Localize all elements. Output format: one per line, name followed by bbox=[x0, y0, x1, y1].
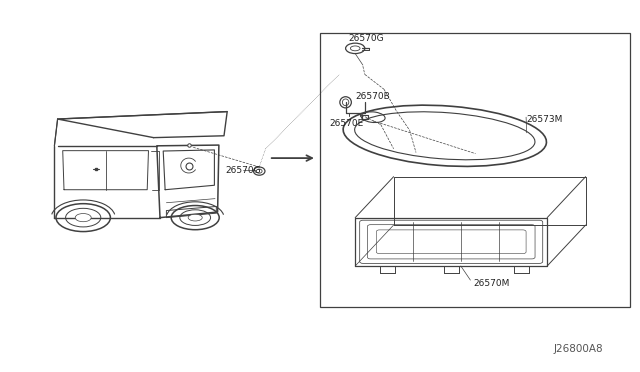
Text: J26800A8: J26800A8 bbox=[554, 344, 604, 354]
Text: 26570M: 26570M bbox=[474, 279, 510, 288]
Text: 26570E: 26570E bbox=[330, 119, 364, 128]
Text: 26570G: 26570G bbox=[349, 34, 385, 43]
Text: 26570G: 26570G bbox=[225, 166, 261, 174]
Bar bbox=[320, 33, 630, 307]
Text: 26573M: 26573M bbox=[526, 115, 563, 124]
Text: 26570B: 26570B bbox=[355, 92, 390, 101]
Ellipse shape bbox=[188, 214, 202, 221]
Ellipse shape bbox=[76, 214, 92, 222]
